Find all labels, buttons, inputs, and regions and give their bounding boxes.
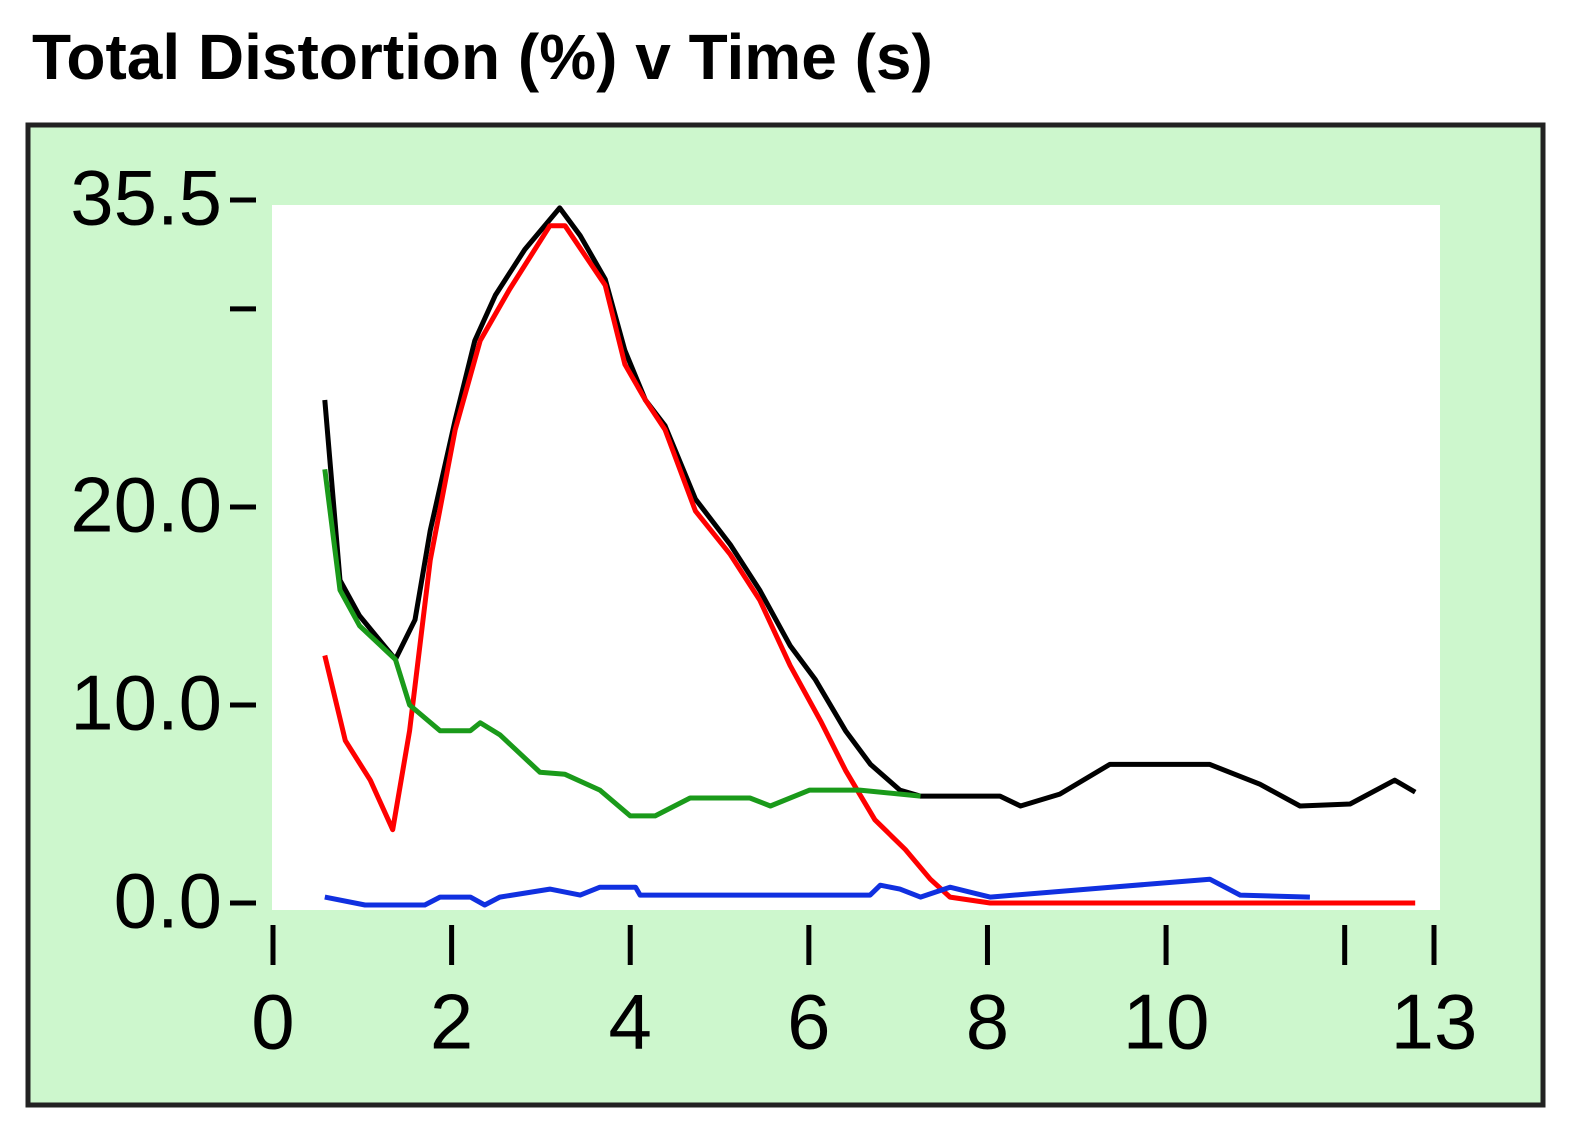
plot-area	[272, 205, 1440, 910]
y-tick-label: 35.5	[70, 154, 222, 242]
data-line	[324, 876, 1310, 908]
data-line	[322, 205, 1417, 809]
y-tick-label: 10.0	[70, 659, 222, 747]
x-tick-label: 8	[966, 978, 1009, 1066]
x-tick-label: 6	[787, 978, 830, 1066]
x-tick-label: 4	[609, 978, 652, 1066]
x-tick-label: 13	[1391, 978, 1478, 1066]
data-line	[322, 223, 1416, 906]
chart-title: Total Distortion (%) v Time (s)	[32, 21, 933, 93]
x-tick-label: 0	[251, 978, 294, 1066]
x-tick-label: 2	[430, 978, 473, 1066]
data-line	[322, 468, 921, 819]
x-tick-label: 10	[1123, 978, 1210, 1066]
y-tick-label: 0.0	[114, 857, 222, 945]
y-tick-label: 20.0	[70, 461, 222, 549]
